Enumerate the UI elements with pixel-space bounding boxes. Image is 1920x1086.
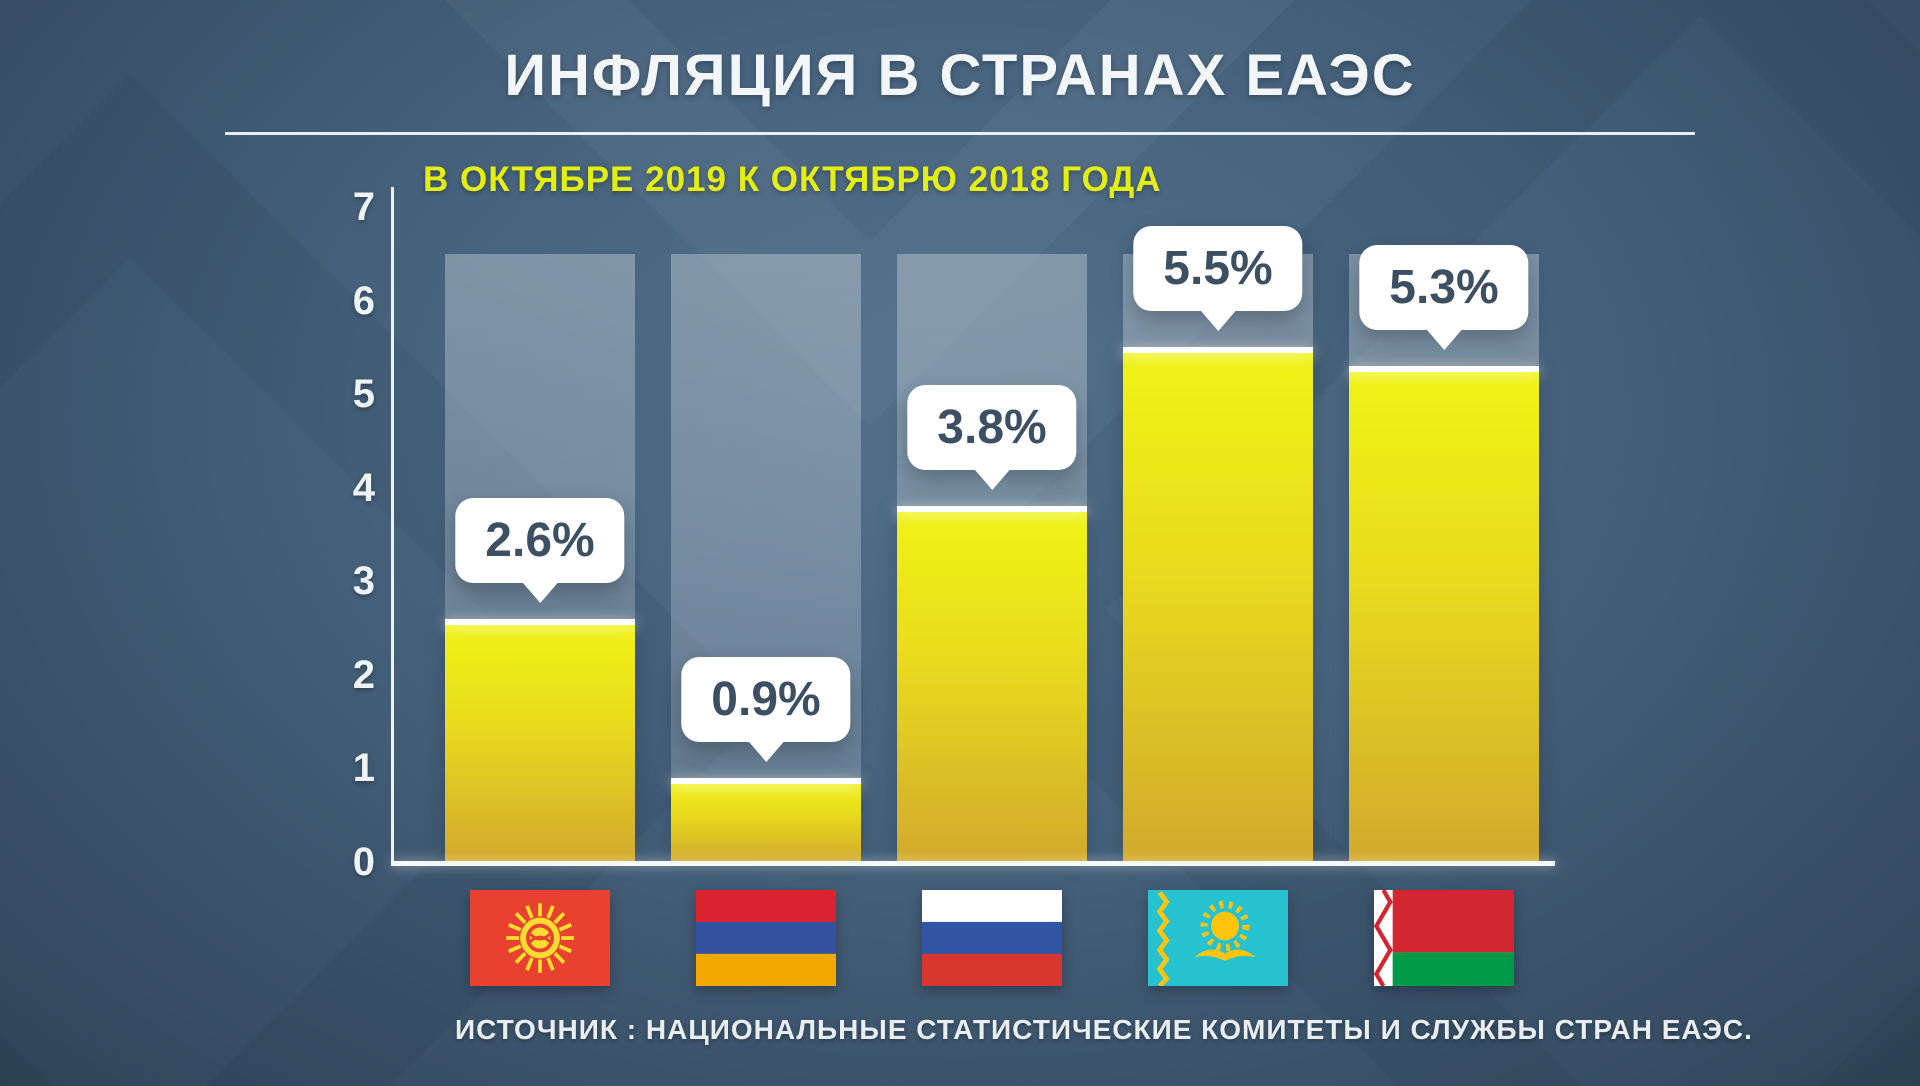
russia-flag-icon	[922, 890, 1062, 986]
bubble-tail	[973, 468, 1011, 491]
value-bubble-kazakhstan: 5.5%	[1133, 226, 1303, 332]
bubble-tail	[747, 739, 785, 762]
y-tick-6: 6	[352, 278, 375, 323]
armenia-flag-icon	[696, 890, 836, 986]
bar-armenia	[671, 777, 861, 862]
bar-russia	[897, 506, 1087, 862]
y-axis: 0 1 2 3 4 5 6 7	[315, 185, 375, 884]
y-tick-0: 0	[352, 840, 375, 884]
bar-top-highlight	[445, 618, 635, 625]
y-tick-4: 4	[352, 465, 375, 510]
title-divider	[225, 132, 1695, 135]
kazakhstan-flag-icon	[1148, 890, 1288, 986]
plot-area: 2.6% 0.9% 3.8% 5.5% 5.3%	[445, 207, 1539, 986]
value-bubble-russia: 3.8%	[907, 385, 1077, 491]
bar-group-kazakhstan: 5.5%	[1123, 207, 1313, 986]
bubble-tail	[1199, 309, 1237, 332]
page-title: ИНФЛЯЦИЯ В СТРАНАХ ЕАЭС	[504, 43, 1416, 108]
y-tick-1: 1	[352, 746, 375, 791]
bar-top-highlight	[897, 506, 1087, 513]
bubble-tail	[521, 580, 559, 603]
bar-kyrgyzstan	[445, 618, 635, 862]
bar-top-highlight	[1349, 366, 1539, 373]
y-tick-5: 5	[352, 372, 375, 417]
belarus-flag-icon	[1374, 890, 1514, 986]
value-bubble-belarus: 5.3%	[1359, 245, 1529, 351]
y-axis-line	[391, 187, 394, 864]
bar-top-highlight	[1123, 347, 1313, 354]
source-note: ИСТОЧНИК : НАЦИОНАЛЬНЫЕ СТАТИСТИЧЕСКИЕ К…	[455, 1014, 1753, 1045]
bar-group-armenia: 0.9%	[671, 207, 861, 986]
bar-group-russia: 3.8%	[897, 207, 1087, 986]
value-bubble-armenia: 0.9%	[681, 656, 851, 762]
bubble-tail	[1425, 328, 1463, 351]
bar-group-kyrgyzstan: 2.6%	[445, 207, 635, 986]
kyrgyzstan-flag-icon	[470, 890, 610, 986]
y-tick-2: 2	[352, 652, 375, 697]
y-tick-7: 7	[352, 185, 375, 229]
y-tick-3: 3	[352, 559, 375, 604]
bar-top-highlight	[671, 777, 861, 784]
value-bubble-kyrgyzstan: 2.6%	[455, 497, 625, 603]
x-axis-line	[391, 861, 1555, 866]
bar-belarus	[1349, 366, 1539, 862]
bar-group-belarus: 5.3%	[1349, 207, 1539, 986]
chart-subtitle: В ОКТЯБРЕ 2019 К ОКТЯБРЮ 2018 ГОДА	[423, 160, 1162, 199]
bar-chart: 0 1 2 3 4 5 6 7 2.6% 0.9% 3.8% 5.5% 5.3%	[353, 185, 1555, 986]
bar-kazakhstan	[1123, 347, 1313, 862]
bar-track	[671, 253, 861, 862]
